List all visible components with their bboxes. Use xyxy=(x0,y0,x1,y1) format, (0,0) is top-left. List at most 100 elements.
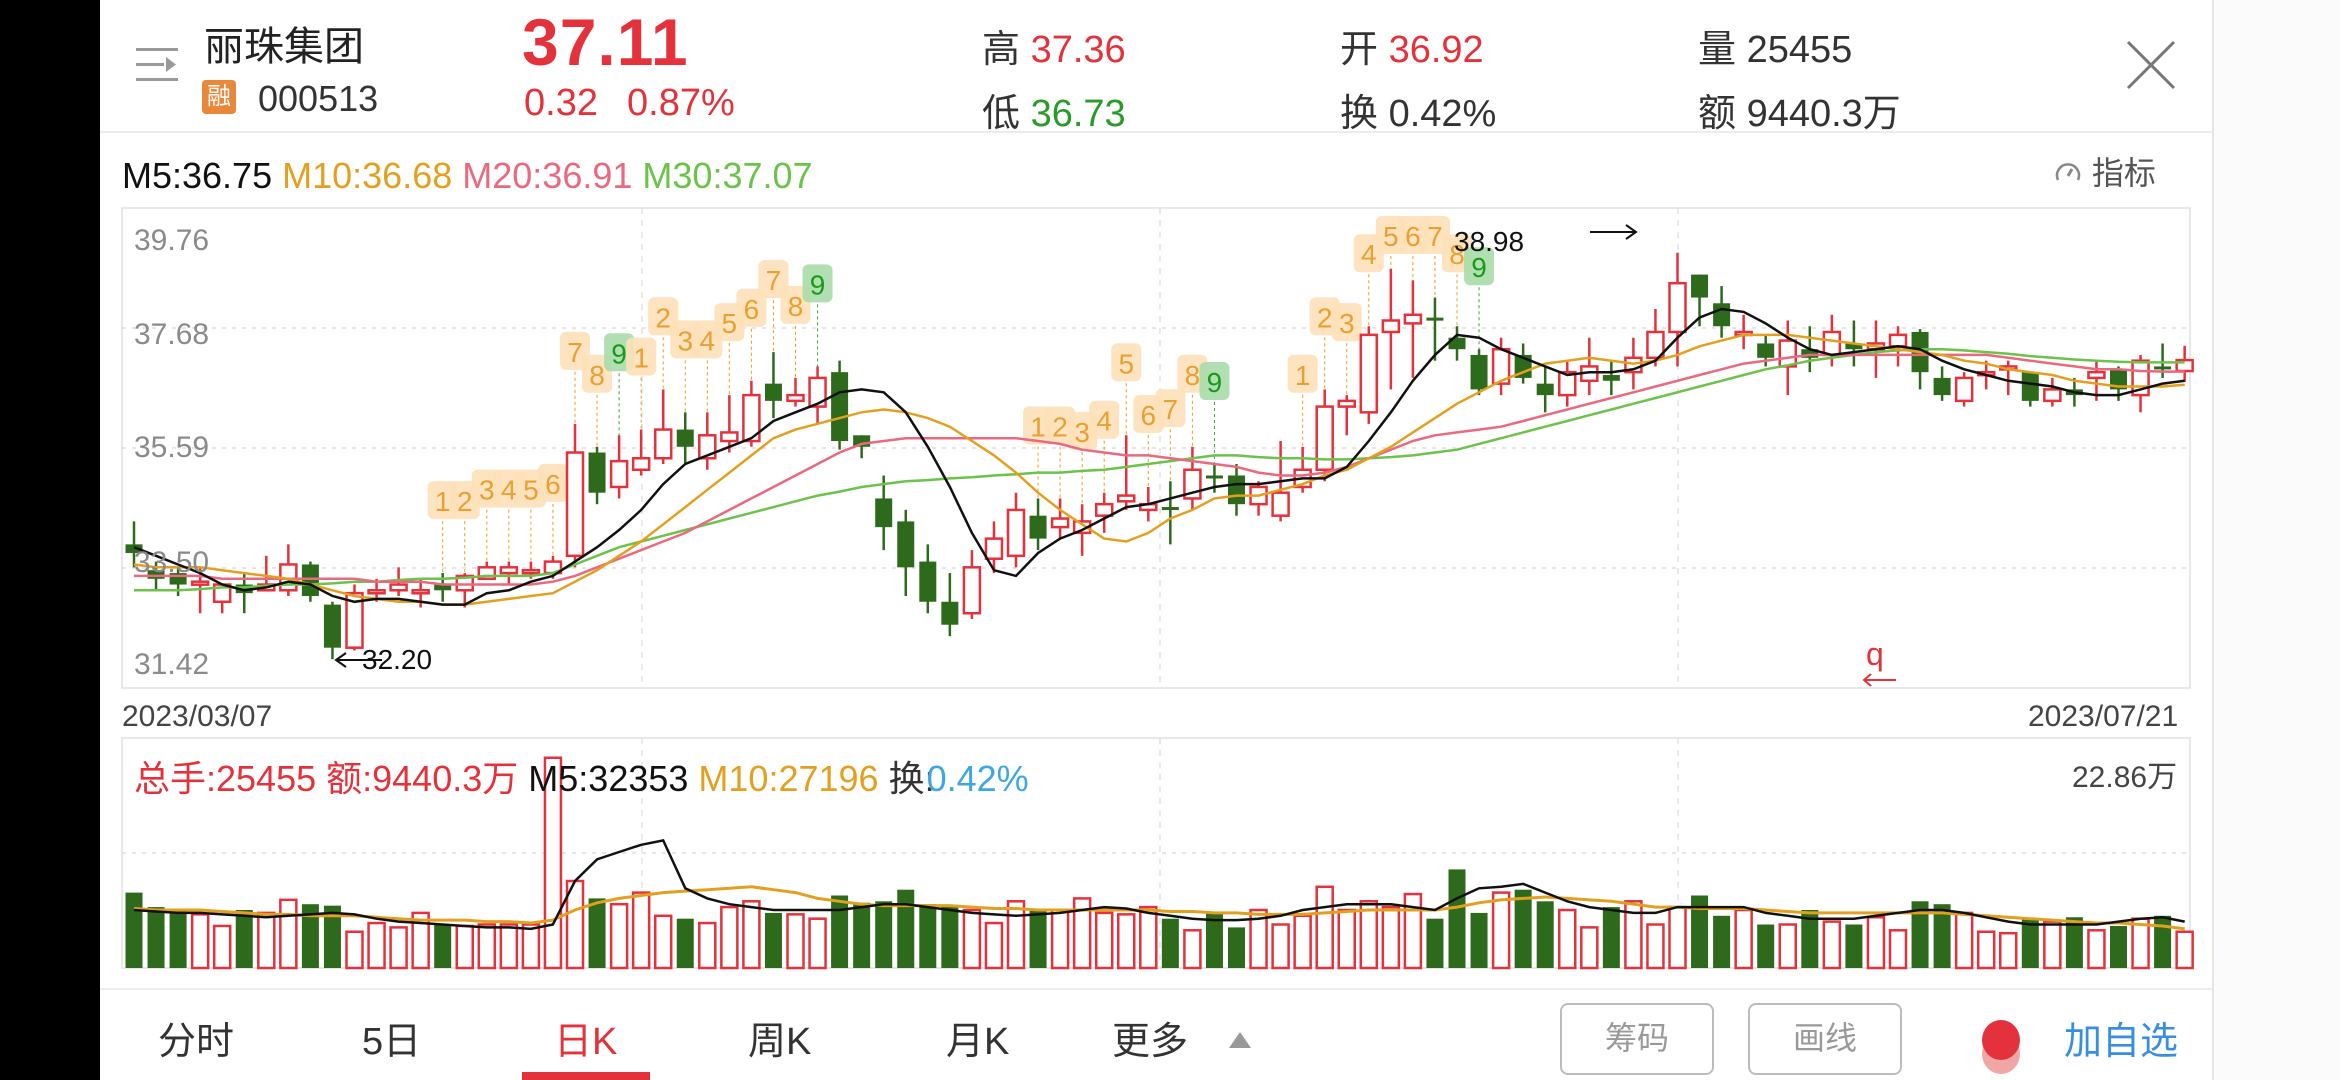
stock-detail-panel: 丽珠集团 融 000513 37.11 0.32 0.87% 高 37.36 低… xyxy=(100,0,2212,1080)
ma30-value: M30:37.07 xyxy=(642,155,813,196)
volume-amount: 额:9440.3万 xyxy=(326,758,519,799)
tab-intraday[interactable]: 分时 xyxy=(158,1021,235,1063)
volume-m10: M10:27196 xyxy=(698,758,879,799)
volume-max-label: 22.86万 xyxy=(2072,761,2178,794)
amount-stat: 额 9440.3万 xyxy=(1698,82,1901,137)
volume-legend: 总手:25455 额:9440.3万 M5:32353 M10:27196 换:… xyxy=(134,750,1029,802)
open-value: 36.92 xyxy=(1388,29,1484,71)
svg-text:6: 6 xyxy=(1405,221,1421,252)
svg-text:7: 7 xyxy=(1427,221,1443,252)
margin-trading-badge: 融 xyxy=(202,80,236,114)
svg-text:2: 2 xyxy=(1317,302,1333,333)
stock-code: 000513 xyxy=(258,78,379,119)
svg-text:6: 6 xyxy=(1141,400,1157,431)
svg-text:9: 9 xyxy=(611,338,627,369)
svg-text:6: 6 xyxy=(545,469,561,500)
system-nav-bar xyxy=(2212,0,2340,1080)
period-low-label: 32.20 xyxy=(362,644,433,675)
svg-text:8: 8 xyxy=(1185,360,1201,391)
tab-weekly-k[interactable]: 周K xyxy=(748,1021,812,1063)
svg-text:5: 5 xyxy=(523,475,539,506)
current-price: 37.11 xyxy=(522,5,689,79)
svg-text:7: 7 xyxy=(766,265,782,296)
svg-text:1: 1 xyxy=(1030,411,1046,442)
add-watchlist-button[interactable]: 加自选 xyxy=(2064,1021,2179,1063)
svg-text:8: 8 xyxy=(589,360,605,391)
low-label: 低 xyxy=(982,93,1021,135)
signal-mark: q xyxy=(1866,636,1884,672)
volume-label: 量 xyxy=(1698,29,1737,71)
indicator-button[interactable]: 指标 xyxy=(2053,148,2156,194)
active-tab-indicator xyxy=(522,1072,650,1080)
svg-text:5: 5 xyxy=(1383,221,1399,252)
amount-value: 9440.3万 xyxy=(1746,93,1901,135)
svg-text:8: 8 xyxy=(788,291,804,322)
list-arrow-icon xyxy=(136,48,178,81)
turnover-value: 0.42% xyxy=(1388,93,1497,135)
tab-monthly-k[interactable]: 月K xyxy=(946,1021,1010,1063)
indicator-label: 指标 xyxy=(2091,155,2156,191)
svg-text:8: 8 xyxy=(1449,239,1465,270)
close-button[interactable] xyxy=(2124,38,2178,92)
svg-text:2: 2 xyxy=(655,302,671,333)
arrow-left-icon xyxy=(332,650,382,675)
header-divider xyxy=(100,131,2212,133)
price-axis-tick: 39.76 xyxy=(134,224,210,257)
tab-more[interactable]: 更多 xyxy=(1112,1010,1253,1065)
svg-text:7: 7 xyxy=(567,337,583,368)
tab-daily-k[interactable]: 日K xyxy=(554,1021,618,1063)
price-axis-tick: 33.50 xyxy=(134,546,210,579)
price-axis-tick: 35.59 xyxy=(134,431,210,464)
svg-text:7: 7 xyxy=(1163,394,1179,425)
high-stat: 高 37.36 xyxy=(982,18,1126,73)
stock-name: 丽珠集团 xyxy=(204,25,364,69)
caret-up-icon xyxy=(1228,1032,1251,1048)
svg-text:2: 2 xyxy=(457,486,473,517)
volume-turnover-value: 0.42% xyxy=(926,758,1029,799)
svg-text:3: 3 xyxy=(479,475,495,506)
bottom-divider xyxy=(100,988,2212,990)
gauge-icon xyxy=(2055,163,2081,181)
ma20-value: M20:36.91 xyxy=(462,155,633,196)
ma-legend: M5:36.75 M10:36.68 M20:36.91 M30:37.07 xyxy=(122,155,813,197)
price-change: 0.32 xyxy=(524,82,598,124)
turnover-stat: 换 0.42% xyxy=(1340,82,1496,137)
chips-button[interactable]: 筹码 xyxy=(1560,1003,1714,1075)
svg-text:3: 3 xyxy=(1074,417,1090,448)
tab-more-label: 更多 xyxy=(1112,1021,1189,1063)
menu-toggle-button[interactable] xyxy=(132,40,182,90)
low-value: 36.73 xyxy=(1030,93,1126,135)
volume-turnover-label: 换: xyxy=(888,758,935,799)
low-stat: 低 36.73 xyxy=(982,82,1126,137)
svg-text:3: 3 xyxy=(1339,308,1355,339)
svg-text:9: 9 xyxy=(810,269,826,300)
price-change-percent: 0.87% xyxy=(627,82,735,124)
total-hands: 总手:25455 xyxy=(134,758,317,799)
record-indicator-icon xyxy=(1952,1000,2052,1080)
volume-m5: M5:32353 xyxy=(528,758,689,799)
svg-text:2: 2 xyxy=(1052,411,1068,442)
svg-text:1: 1 xyxy=(1295,360,1311,391)
svg-text:1: 1 xyxy=(435,486,451,517)
volume-stat: 量 25455 xyxy=(1698,18,1852,73)
ma5-value: M5:36.75 xyxy=(122,155,273,196)
close-icon xyxy=(2126,40,2176,90)
end-date: 2023/07/21 xyxy=(2028,700,2179,733)
svg-text:9: 9 xyxy=(1471,252,1487,283)
svg-text:9: 9 xyxy=(1207,367,1223,398)
high-value: 37.36 xyxy=(1030,29,1126,71)
amount-label: 额 xyxy=(1698,93,1737,135)
ma10-value: M10:36.68 xyxy=(282,155,453,196)
svg-text:1: 1 xyxy=(633,343,649,374)
svg-text:5: 5 xyxy=(1118,348,1134,379)
svg-text:4: 4 xyxy=(501,475,517,506)
volume-value: 25455 xyxy=(1746,29,1853,71)
draw-line-button[interactable]: 画线 xyxy=(1748,1003,1902,1075)
start-date: 2023/03/07 xyxy=(122,700,273,733)
svg-text:3: 3 xyxy=(677,325,693,356)
high-label: 高 xyxy=(982,29,1021,71)
tab-5day[interactable]: 5日 xyxy=(362,1021,422,1063)
arrow-right-icon xyxy=(1590,222,1640,247)
margin-badge-label: 融 xyxy=(202,80,236,114)
